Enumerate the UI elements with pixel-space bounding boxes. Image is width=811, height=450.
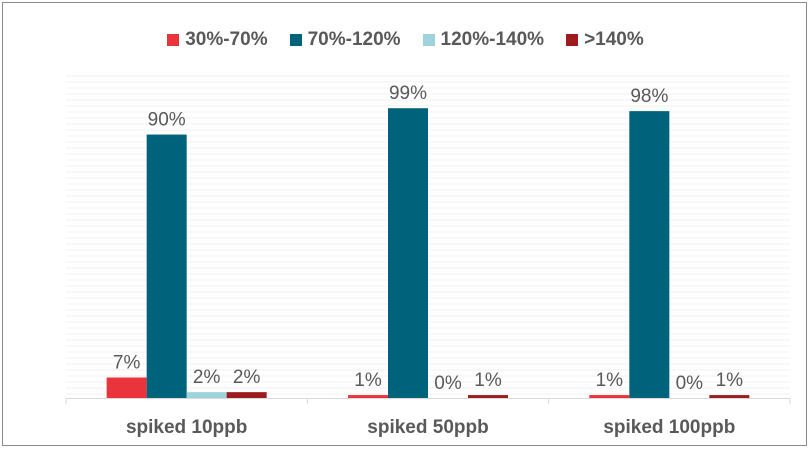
- legend-label: 30%-70%: [185, 29, 268, 50]
- data-label: 1%: [596, 370, 624, 391]
- x-tick-label: spiked 100ppb: [603, 417, 735, 438]
- legend: 30%-70% 70%-120% 120%-140% >140%: [0, 28, 811, 52]
- legend-swatch: [167, 34, 180, 46]
- legend-label: 70%-120%: [307, 29, 401, 50]
- legend-item: >140%: [566, 29, 644, 51]
- bars: [106, 108, 750, 399]
- data-label: 90%: [148, 110, 186, 131]
- bar: [348, 395, 388, 398]
- legend-label: 120%-140%: [440, 29, 545, 50]
- bar: [589, 395, 630, 398]
- legend-swatch: [422, 34, 435, 46]
- bar: [146, 134, 187, 398]
- data-label: 0%: [434, 373, 462, 394]
- bar: [709, 395, 750, 398]
- data-label: 7%: [113, 353, 141, 374]
- data-label: 2%: [193, 367, 221, 388]
- bar: [226, 392, 267, 398]
- legend-item: 30%-70%: [167, 29, 268, 51]
- legend-item: 120%-140%: [422, 29, 545, 51]
- data-label: 2%: [233, 367, 261, 388]
- bar: [186, 392, 227, 398]
- x-tick-label: spiked 10ppb: [126, 417, 247, 438]
- bar: [106, 377, 147, 398]
- legend-swatch: [289, 34, 302, 46]
- data-label: 1%: [716, 370, 744, 391]
- data-label: 98%: [630, 86, 668, 107]
- bar: [468, 395, 508, 398]
- data-label: 99%: [389, 83, 427, 104]
- bar: [388, 108, 428, 398]
- legend-item: 70%-120%: [289, 29, 401, 51]
- legend-swatch: [566, 34, 579, 46]
- bar: [629, 111, 670, 399]
- x-tick-label: spiked 50ppb: [367, 417, 488, 438]
- x-axis: spiked 10ppb spiked 50ppb spiked 100ppb: [65, 398, 791, 438]
- data-label: 1%: [354, 370, 382, 391]
- data-label: 1%: [474, 370, 502, 391]
- data-label: 0%: [676, 373, 704, 394]
- legend-label: >140%: [584, 29, 644, 50]
- data-labels: 7% 90% 2% 2% 1% 99% 0% 1% 1% 98% 0% 1%: [113, 83, 743, 394]
